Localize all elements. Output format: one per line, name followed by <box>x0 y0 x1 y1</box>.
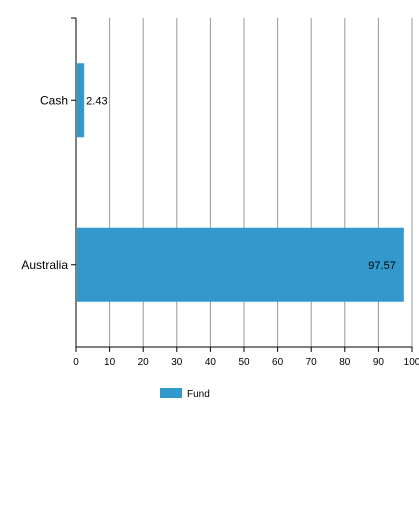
bars <box>77 63 404 302</box>
x-tick-label: 0 <box>73 357 79 368</box>
x-tick-label: 20 <box>138 357 150 368</box>
data-label: 2.43 <box>86 95 107 107</box>
x-tick-label: 60 <box>272 357 284 368</box>
data-label: 97.57 <box>368 260 396 272</box>
x-tick-label: 40 <box>205 357 217 368</box>
x-tick-label: 50 <box>238 357 250 368</box>
bar-cash <box>77 63 85 138</box>
x-tick-label: 30 <box>171 357 183 368</box>
category-labels: Cash Australia <box>21 93 68 272</box>
x-tick-label: 100 <box>404 357 419 368</box>
x-tick-label: 10 <box>104 357 116 368</box>
data-labels: 2.43 97.57 <box>86 95 396 272</box>
legend-label-fund: Fund <box>187 389 210 400</box>
legend: Fund <box>160 388 210 400</box>
legend-swatch-fund <box>160 388 182 398</box>
x-tick-labels: 0 10 20 30 40 50 60 70 80 90 100 <box>71 17 419 368</box>
bar-australia <box>77 227 404 302</box>
x-tick-label: 80 <box>339 357 351 368</box>
grid-lines <box>109 18 413 347</box>
category-label: Cash <box>40 93 68 107</box>
x-tick-label: 70 <box>306 357 318 368</box>
category-label: Australia <box>21 258 68 272</box>
x-tick-label: 90 <box>373 357 385 368</box>
